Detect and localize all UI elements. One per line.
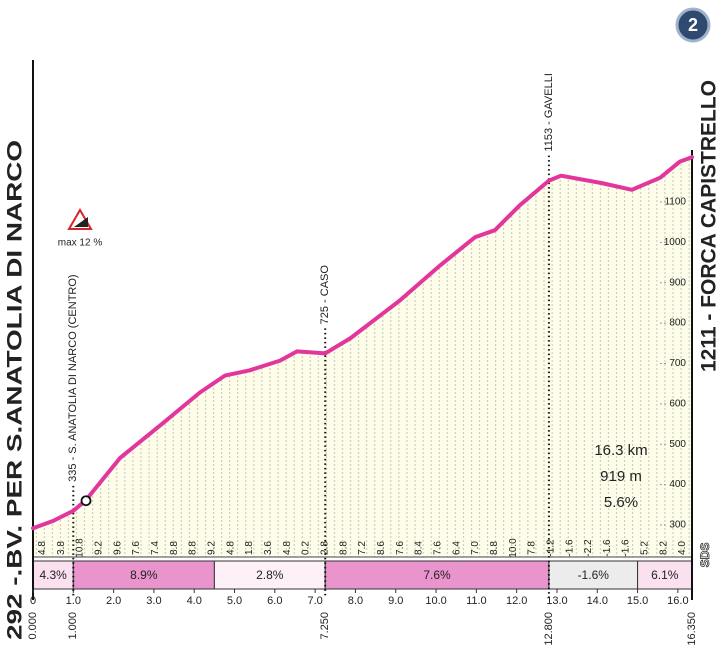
segment: [32, 560, 74, 590]
gradient-label: -1.6: [602, 539, 613, 557]
y-tick-label: 400: [669, 479, 686, 490]
right-title: 1211 - FORCA CAPISTRELLO: [698, 80, 721, 372]
gradient-label: 2.8: [319, 541, 330, 555]
gradient-label: 3.6: [263, 541, 274, 555]
brand: SDS: [698, 543, 712, 568]
gradient-label: 7.6: [131, 541, 142, 555]
x-tick-label: 10.0: [425, 595, 446, 607]
gradient-label: 10.8: [75, 538, 86, 558]
distance-label: 12.800: [543, 612, 555, 646]
gradient-label: 3.8: [56, 541, 67, 555]
segment-label: 8.9%: [130, 568, 158, 582]
segment-label: 6.1%: [651, 568, 679, 582]
x-tick-label: 13.0: [546, 595, 567, 607]
gradient-label: 7.6: [395, 541, 406, 555]
x-tick-label: 0: [30, 595, 36, 607]
x-tick-label: 1.0: [66, 595, 81, 607]
x-tick-label: 12.0: [506, 595, 527, 607]
y-tick-label: 500: [669, 439, 686, 450]
segment-label: -1.6%: [578, 568, 610, 582]
start-marker: [80, 495, 92, 507]
badge-circle: [675, 7, 711, 43]
profile-line: [31, 155, 694, 531]
segment-label: 2.8%: [256, 568, 284, 582]
waypoint-label: 725 - CASO: [319, 265, 331, 325]
gradient-label: 9.2: [207, 541, 218, 555]
segment: [324, 560, 550, 590]
gradient-label: 4.8: [282, 541, 293, 555]
x-tick-label: 2.0: [106, 595, 121, 607]
gradient-label: 4.0: [677, 541, 688, 555]
segment-label: 4.3%: [39, 568, 67, 582]
y-tick-label: 900: [669, 277, 686, 288]
x-tick-label: 6.0: [267, 595, 282, 607]
gradient-label: -1.6: [564, 539, 575, 557]
gradient-label: 9.2: [94, 541, 105, 555]
gradient-label: 8.8: [338, 541, 349, 555]
max-icon-fill: [74, 217, 88, 227]
max-label: max 12 %: [58, 238, 103, 249]
y-tick-label: 600: [669, 398, 686, 409]
summary-text: 16.3 km: [594, 442, 647, 459]
gradient-label: 6.4: [451, 541, 462, 555]
gradient-label: -1.6: [621, 539, 632, 557]
gradient-label: 1.8: [244, 541, 255, 555]
x-tick-label: 15.0: [627, 595, 648, 607]
summary-text: 5.6%: [604, 494, 638, 511]
y-tick-label: 1100: [664, 197, 686, 208]
gradient-label: 8.8: [188, 541, 199, 555]
gradient-label: 7.4: [150, 541, 161, 555]
x-tick-label: 14.0: [587, 595, 608, 607]
gradient-label: -2.2: [583, 539, 594, 557]
y-tick-label: 1000: [664, 237, 687, 248]
y-tick-label: 800: [669, 318, 686, 329]
x-tick-label: 7.0: [307, 595, 322, 607]
gradient-label: 4.8: [225, 541, 236, 555]
gradient-label: 5.2: [640, 541, 651, 555]
gradient-label: 7.6: [432, 541, 443, 555]
left-title: 292 -.BV. PER S.ANATOLIA DI NARCO: [4, 140, 27, 640]
gradient-label: 8.2: [658, 541, 669, 555]
x-tick-label: 16.0: [667, 595, 688, 607]
segment-label: 7.6%: [423, 568, 451, 582]
distance-label: 0.000: [27, 612, 39, 640]
gradient-label: 8.4: [414, 541, 425, 555]
segment: [637, 560, 693, 590]
gradient-label: 8.6: [376, 541, 387, 555]
gradient-label: -1.2: [545, 539, 556, 557]
gradient-label: 9.6: [112, 541, 123, 555]
gradient-label: 8.8: [169, 541, 180, 555]
gradient-label: 0.2: [301, 541, 312, 555]
x-tick-label: 3.0: [146, 595, 161, 607]
x-tick-label: 9.0: [388, 595, 403, 607]
gradient-label: 4.8: [37, 541, 48, 555]
gradient-label: 10.0: [508, 538, 519, 558]
gradient-label: 7.8: [527, 541, 538, 555]
distance-label: 16.350: [686, 612, 698, 646]
x-tick-label: 8.0: [348, 595, 363, 607]
segment: [213, 560, 326, 590]
x-tick-label: 5.0: [227, 595, 242, 607]
summary-text: 919 m: [600, 468, 642, 485]
distance-label: 7.250: [319, 612, 331, 640]
waypoint-label: 335 - S. ANATOLIA DI NARCO (CENTRO): [67, 274, 79, 481]
gradient-label: 8.8: [489, 541, 500, 555]
x-tick-label: 11.0: [466, 595, 487, 607]
segment: [548, 560, 639, 590]
gradient-label: 7.2: [357, 541, 368, 555]
distance-label: 1.000: [67, 612, 79, 640]
y-tick-label: 300: [669, 520, 686, 531]
x-tick-label: 4.0: [187, 595, 202, 607]
badge-number: 2: [688, 15, 698, 35]
profile-area: [33, 157, 692, 557]
y-tick-label: 700: [669, 358, 686, 369]
gradient-label: 7.0: [470, 541, 481, 555]
waypoint-label: 1153 - GAVELLI: [543, 73, 555, 151]
